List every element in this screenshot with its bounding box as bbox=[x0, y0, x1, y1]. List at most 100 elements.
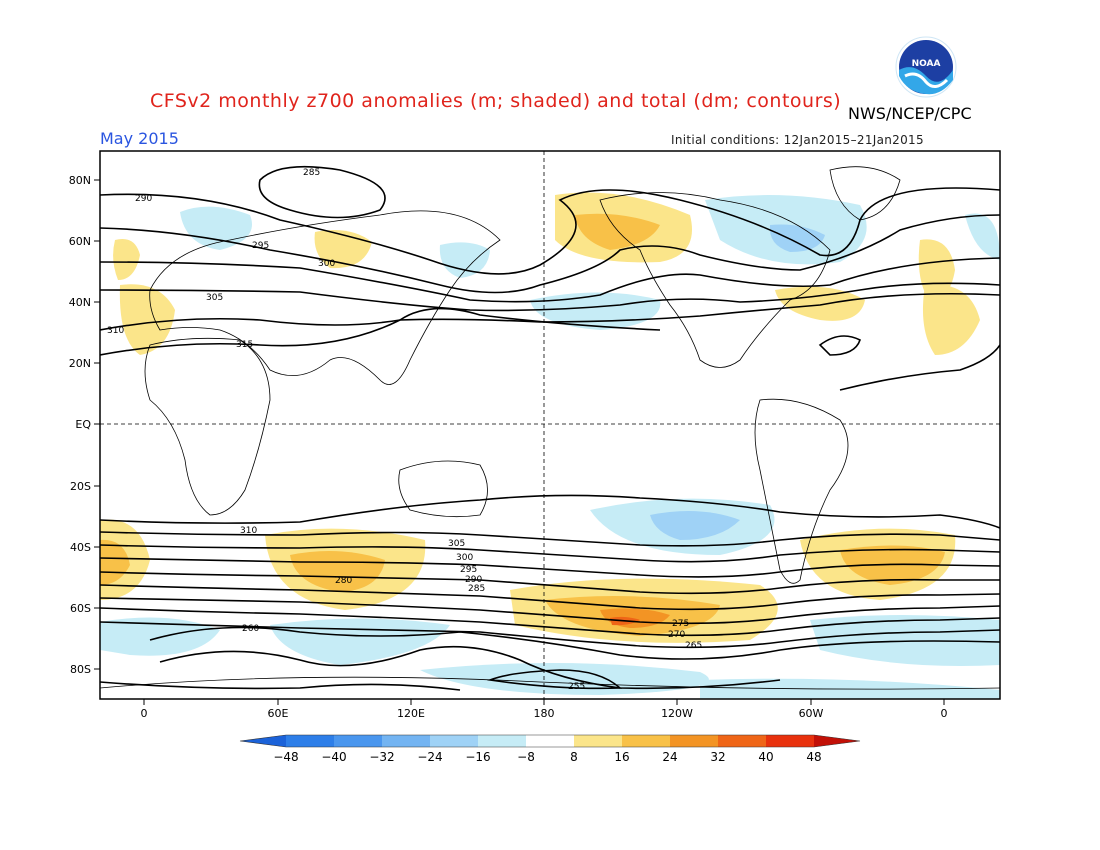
contour-label: 255 bbox=[568, 682, 585, 692]
contour-line bbox=[100, 187, 1000, 275]
pos-anomaly-region bbox=[840, 545, 945, 585]
colorbar-tick-label: 40 bbox=[758, 750, 773, 764]
colorbar-tick-label: −8 bbox=[517, 750, 535, 764]
coastline-europe-asia bbox=[149, 210, 501, 385]
contour-line bbox=[149, 626, 1000, 660]
contour-line bbox=[100, 282, 1000, 312]
lat-label: 60S bbox=[70, 602, 91, 615]
contour-label: 295 bbox=[460, 565, 477, 575]
contour-line bbox=[818, 335, 861, 356]
coastline-south-america bbox=[754, 398, 849, 584]
longitude-ticks: 0 60E 120E 180 120W 60W 0 bbox=[141, 699, 948, 720]
colorbar-swatch bbox=[622, 735, 671, 747]
colorbar-swatch bbox=[574, 735, 623, 747]
contour-line bbox=[100, 544, 1000, 563]
colorbar-arrow-left bbox=[240, 735, 286, 747]
colorbar-swatch bbox=[382, 735, 431, 747]
lon-label: 180 bbox=[534, 707, 555, 720]
colorbar-swatch bbox=[766, 735, 815, 747]
contour-label: 290 bbox=[465, 575, 482, 585]
contour-line bbox=[100, 531, 1000, 547]
neg-anomaly-region bbox=[965, 213, 1000, 260]
contour-label: 285 bbox=[303, 168, 320, 178]
neg-anomaly-region bbox=[270, 618, 450, 665]
lat-label: 20N bbox=[69, 357, 91, 370]
contour-line bbox=[100, 597, 1000, 625]
coastline-greenland bbox=[829, 166, 901, 221]
lat-label: 80N bbox=[69, 174, 91, 187]
contour-label: 295 bbox=[252, 241, 269, 251]
contour-label: 300 bbox=[456, 553, 473, 563]
neg-anomaly-region bbox=[650, 511, 740, 540]
contour-label: 305 bbox=[448, 539, 465, 549]
pos-anomaly-region bbox=[100, 539, 130, 585]
colorbar-swatch bbox=[478, 735, 527, 747]
coastline-north-america bbox=[599, 192, 831, 368]
noaa-logo: NOAA bbox=[895, 36, 957, 98]
coastlines bbox=[100, 166, 1000, 690]
lon-label: 120E bbox=[397, 707, 425, 720]
coastline-australia bbox=[398, 460, 488, 518]
pos-anomaly-region bbox=[775, 286, 865, 321]
contour-line bbox=[100, 681, 461, 691]
colorbar-tick-label: −24 bbox=[417, 750, 442, 764]
neg-anomaly-region bbox=[420, 662, 709, 695]
contour-label: 290 bbox=[135, 194, 152, 204]
pos-anomaly-region bbox=[113, 239, 140, 280]
colorbar-tick-label: 48 bbox=[806, 750, 821, 764]
lat-label: 40S bbox=[70, 541, 91, 554]
pos-anomaly-region bbox=[119, 284, 175, 355]
lat-label: 60N bbox=[69, 235, 91, 248]
neg-anomaly-region bbox=[439, 242, 490, 278]
contour-line bbox=[100, 557, 1000, 578]
colorbar-tick-label: 32 bbox=[710, 750, 725, 764]
lon-label: 0 bbox=[941, 707, 948, 720]
map-frame bbox=[99, 150, 1001, 700]
colorbar-tick-label: 8 bbox=[570, 750, 578, 764]
colorbar-swatch bbox=[670, 735, 719, 747]
contour-line bbox=[839, 344, 1000, 391]
colorbar-outline bbox=[239, 734, 861, 748]
contour-label: 285 bbox=[468, 584, 485, 594]
contour-label: 265 bbox=[685, 641, 702, 651]
contour-line bbox=[159, 645, 781, 690]
colorbar-tick-label: −32 bbox=[369, 750, 394, 764]
contour-line bbox=[100, 214, 1000, 294]
forecast-month: May 2015 bbox=[100, 129, 179, 148]
lat-label: 40N bbox=[69, 296, 91, 309]
contour-label: 315 bbox=[236, 340, 253, 350]
contour-line bbox=[258, 165, 386, 219]
lon-label: 0 bbox=[141, 707, 148, 720]
neg-anomaly-region bbox=[530, 292, 661, 330]
colorbar-swatch bbox=[430, 735, 479, 747]
contour-label: 310 bbox=[107, 326, 124, 336]
contour-label: 300 bbox=[318, 259, 335, 269]
contour-line bbox=[100, 571, 1000, 595]
lon-label: 60W bbox=[799, 707, 824, 720]
height-contours bbox=[100, 165, 1000, 691]
colorbar-tick-label: −16 bbox=[465, 750, 490, 764]
colorbar-swatch bbox=[718, 735, 767, 747]
map-axes: 80N 60N 40N 20N EQ 20S 40S 60S 80S 0 60E… bbox=[69, 150, 1001, 720]
contour-line bbox=[100, 257, 1000, 303]
contour-line bbox=[100, 607, 1000, 637]
colorbar-tick-label: −40 bbox=[321, 750, 346, 764]
pos-anomaly-region bbox=[575, 213, 660, 250]
latitude-ticks: 80N 60N 40N 20N EQ 20S 40S 60S 80S bbox=[69, 174, 100, 676]
contour-label: 275 bbox=[672, 619, 689, 629]
colorbar-swatch bbox=[526, 735, 575, 747]
contour-line bbox=[100, 494, 1000, 529]
contour-label: 260 bbox=[242, 624, 259, 634]
lon-label: 120W bbox=[661, 707, 693, 720]
chart-title: CFSv2 monthly z700 anomalies (m; shaded)… bbox=[150, 90, 842, 112]
colorbar-swatch bbox=[286, 735, 335, 747]
contour-label: 310 bbox=[240, 526, 257, 536]
colorbar-tick-label: 24 bbox=[662, 750, 677, 764]
initial-conditions-label: Initial conditions: 12Jan2015–21Jan2015 bbox=[671, 133, 924, 147]
neg-anomaly-region bbox=[769, 224, 825, 252]
contour-label: 270 bbox=[668, 630, 685, 640]
colorbar-tick-label: 16 bbox=[614, 750, 629, 764]
lon-label: 60E bbox=[268, 707, 289, 720]
lat-label: EQ bbox=[75, 418, 91, 431]
